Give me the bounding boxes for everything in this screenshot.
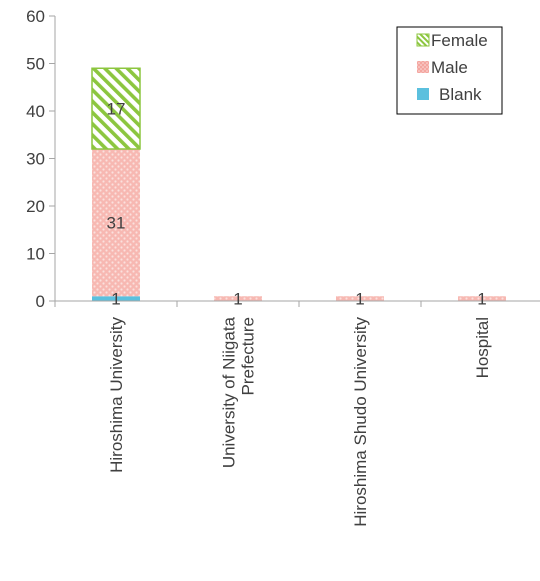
data-label: 31 [107,214,126,233]
y-tick-label: 40 [26,102,45,121]
legend-swatch-blank [417,88,429,100]
y-tick-label: 60 [26,7,45,26]
legend-swatch-male [417,61,429,73]
y-tick-label: 30 [26,150,45,169]
y-tick-label: 20 [26,197,45,216]
bar-male-3 [458,296,506,301]
data-label: 1 [355,290,364,309]
bar-male-2 [336,296,384,301]
bar-female-0 [91,67,141,150]
legend-label-female: Female [431,31,488,50]
bar-blank-0 [92,296,140,301]
data-label: 1 [233,290,242,309]
legend-swatch-female [416,33,430,47]
x-category-label: University of Niigata [220,316,239,468]
data-label: 17 [107,100,126,119]
bar-male-1 [214,296,262,301]
data-label: 1 [477,290,486,309]
x-category-label: Prefecture [239,317,258,395]
data-label: 1 [111,290,120,309]
legend-box [396,26,503,115]
legend-label-blank: Blank [439,85,482,104]
legend-label-male: Male [431,58,468,77]
bar-male-0 [92,149,140,297]
y-tick-label: 50 [26,55,45,74]
x-category-label: Hiroshima University [107,317,126,473]
x-category-label: Hospital [473,317,492,378]
y-tick-label: 10 [26,245,45,264]
x-category-label: Hiroshima Shudo University [351,317,370,527]
y-tick-label: 0 [36,292,45,311]
